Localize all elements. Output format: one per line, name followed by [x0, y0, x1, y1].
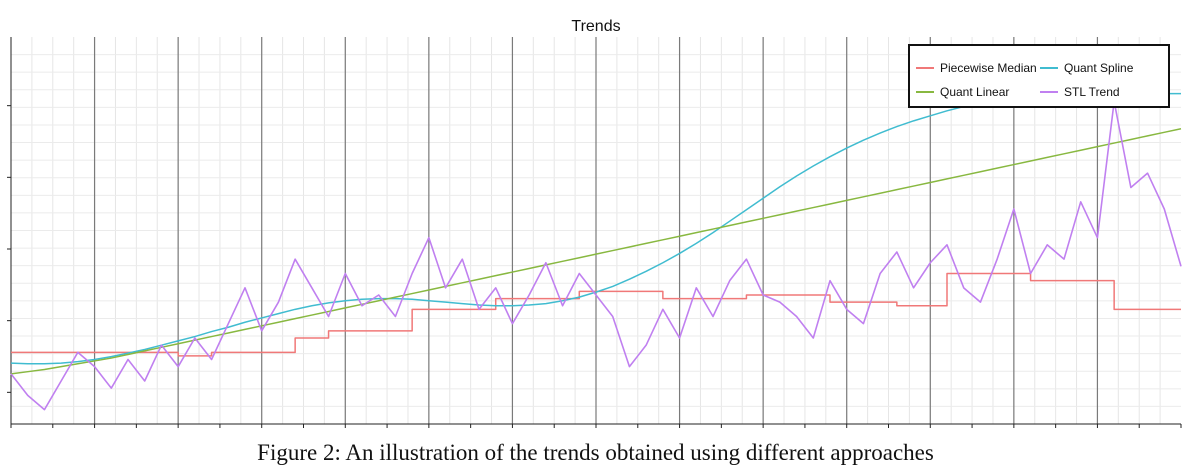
legend-item-stl-trend: STL Trend [1040, 84, 1120, 100]
legend-item-quant-linear: Quant Linear [916, 84, 1009, 100]
series-line-stl-trend [10, 100, 1182, 411]
legend-label-stl-trend: STL Trend [1064, 85, 1120, 99]
legend-swatch-stl-trend [1040, 91, 1058, 93]
legend-swatch-quant-spline [1040, 67, 1058, 69]
figure-caption: Figure 2: An illustration of the trends … [257, 440, 934, 465]
legend-item-piecewise-median: Piecewise Median [916, 60, 1037, 76]
chart-title: Trends [571, 18, 620, 35]
legend-swatch-piecewise-median [916, 67, 934, 69]
legend-label-piecewise-median: Piecewise Median [940, 61, 1037, 75]
legend-label-quant-linear: Quant Linear [940, 85, 1010, 99]
axes [7, 37, 1182, 428]
legend-swatch-quant-linear [916, 91, 934, 93]
trends-chart: Trends [7, 18, 1182, 428]
series-line-quant-linear [10, 127, 1182, 375]
legend-label-quant-spline: Quant Spline [1064, 61, 1134, 75]
chart-legend: Piecewise Median Quant Spline Quant Line… [908, 44, 1170, 108]
legend-item-quant-spline: Quant Spline [1040, 60, 1133, 76]
